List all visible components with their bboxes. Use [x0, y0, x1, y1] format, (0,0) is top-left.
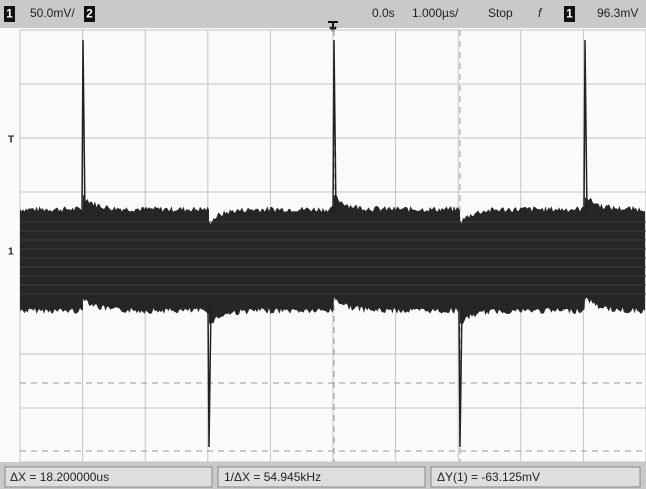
- measure-box: [4, 466, 213, 488]
- channel-1: 1: [6, 7, 13, 21]
- channel-box: [564, 6, 575, 22]
- measure-box: [430, 466, 641, 488]
- delta-x: ΔX = 18.200000us: [10, 470, 109, 484]
- run-state: Stop: [488, 6, 513, 20]
- top-bar: [0, 0, 646, 28]
- channel-2: 2: [86, 7, 93, 21]
- spike-up: [81, 39, 86, 216]
- trigger-marker: T: [8, 135, 14, 146]
- trigger-channel: 1: [566, 7, 573, 21]
- signal-band: [20, 193, 645, 326]
- waveform: [20, 39, 646, 448]
- measure-box: [217, 466, 426, 488]
- spike-down: [207, 304, 212, 448]
- channel-marker: 1: [8, 247, 14, 258]
- trigger-level: 96.3mV: [597, 6, 638, 20]
- channel-box: [4, 6, 15, 22]
- scale-1: 50.0mV/: [30, 6, 75, 20]
- channel-box: [84, 6, 95, 22]
- spike-up: [332, 39, 337, 216]
- delta-y: ΔY(1) = -63.125mV: [437, 470, 540, 484]
- inverse-delta-x: 1/ΔX = 54.945kHz: [224, 470, 321, 484]
- time-delay: 0.0s: [372, 6, 395, 20]
- trigger-edge: f: [538, 6, 543, 20]
- time-scale: 1.000µs/: [412, 6, 459, 20]
- spike-up: [583, 39, 588, 216]
- spike-down: [458, 304, 463, 448]
